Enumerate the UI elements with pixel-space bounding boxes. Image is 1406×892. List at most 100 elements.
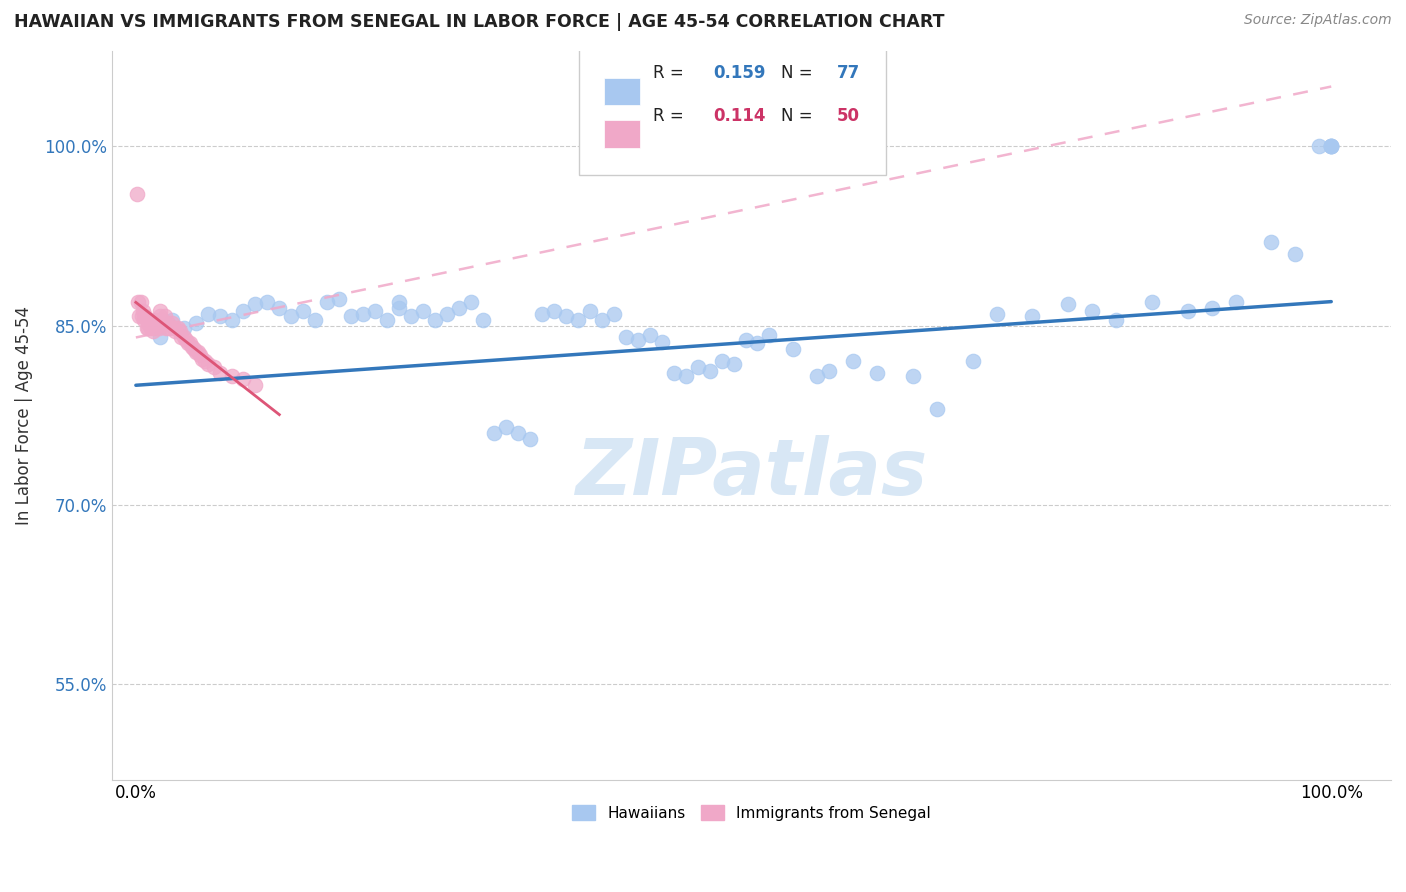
Point xyxy=(710,354,733,368)
Point xyxy=(818,364,841,378)
Point xyxy=(734,333,756,347)
Point xyxy=(412,304,434,318)
Point xyxy=(364,304,387,318)
Text: ZIPatlas: ZIPatlas xyxy=(575,435,928,511)
Point xyxy=(1021,309,1043,323)
Point xyxy=(146,318,169,333)
Point xyxy=(758,328,780,343)
Point xyxy=(375,312,398,326)
Point xyxy=(1320,139,1343,153)
Point xyxy=(316,294,339,309)
Text: R =: R = xyxy=(652,106,689,125)
Point xyxy=(447,301,470,315)
Point xyxy=(148,321,170,335)
Point xyxy=(986,307,1008,321)
Text: N =: N = xyxy=(780,106,818,125)
Point xyxy=(614,330,637,344)
Point xyxy=(256,294,278,309)
Text: R =: R = xyxy=(652,64,689,82)
Point xyxy=(221,368,243,383)
Point xyxy=(157,316,180,330)
Y-axis label: In Labor Force | Age 45-54: In Labor Force | Age 45-54 xyxy=(15,306,32,524)
Point xyxy=(183,343,205,357)
Point xyxy=(149,309,172,323)
Text: N =: N = xyxy=(780,64,818,82)
Point xyxy=(399,309,422,323)
Point xyxy=(1140,294,1163,309)
Point xyxy=(160,316,183,330)
Text: HAWAIIAN VS IMMIGRANTS FROM SENEGAL IN LABOR FORCE | AGE 45-54 CORRELATION CHART: HAWAIIAN VS IMMIGRANTS FROM SENEGAL IN L… xyxy=(14,13,945,31)
Point xyxy=(901,368,924,383)
Point xyxy=(842,354,865,368)
Text: 0.159: 0.159 xyxy=(713,64,766,82)
Point xyxy=(150,312,173,326)
Point xyxy=(149,330,172,344)
FancyBboxPatch shape xyxy=(579,47,886,175)
Point xyxy=(190,348,212,362)
Point xyxy=(508,426,530,441)
Point xyxy=(304,312,326,326)
Point xyxy=(187,344,209,359)
FancyBboxPatch shape xyxy=(605,120,640,148)
FancyBboxPatch shape xyxy=(605,78,640,105)
Point xyxy=(143,321,166,335)
Point xyxy=(184,344,207,359)
Point xyxy=(142,316,165,330)
Point xyxy=(1057,297,1080,311)
Point xyxy=(1201,301,1223,315)
Point xyxy=(567,312,589,326)
Point xyxy=(388,294,411,309)
Point xyxy=(651,335,673,350)
Point xyxy=(136,321,159,335)
Point xyxy=(141,321,163,335)
Point xyxy=(352,307,374,321)
Point xyxy=(495,420,517,434)
Point xyxy=(134,312,156,326)
Point xyxy=(866,367,889,381)
Point xyxy=(232,304,254,318)
Point xyxy=(128,309,150,323)
Point xyxy=(129,294,152,309)
Point xyxy=(555,309,578,323)
Point xyxy=(170,330,193,344)
Point xyxy=(638,328,661,343)
Point xyxy=(543,304,565,318)
Point xyxy=(1260,235,1282,249)
Point xyxy=(1105,312,1128,326)
Point xyxy=(127,294,149,309)
Point xyxy=(136,316,159,330)
Point xyxy=(699,364,721,378)
Point xyxy=(197,357,219,371)
Point xyxy=(388,301,411,315)
Point xyxy=(460,294,482,309)
Text: 50: 50 xyxy=(837,106,860,125)
Point xyxy=(962,354,984,368)
Point xyxy=(747,336,769,351)
Point xyxy=(1177,304,1199,318)
Text: 0.114: 0.114 xyxy=(713,106,766,125)
Point xyxy=(531,307,554,321)
Point xyxy=(173,321,195,335)
Point xyxy=(925,402,948,417)
Point xyxy=(208,367,231,381)
Point xyxy=(1081,304,1104,318)
Point xyxy=(1320,139,1343,153)
Point xyxy=(149,304,172,318)
Point xyxy=(165,325,187,339)
Point xyxy=(245,378,267,392)
Point xyxy=(197,307,219,321)
Point xyxy=(138,312,160,326)
Point xyxy=(782,343,804,357)
Point xyxy=(1308,139,1330,153)
Point xyxy=(202,360,225,375)
Point xyxy=(160,312,183,326)
Point xyxy=(519,432,541,446)
Point xyxy=(169,325,191,339)
Point xyxy=(134,309,156,323)
Point xyxy=(173,330,195,344)
Point xyxy=(194,354,217,368)
Point xyxy=(221,312,243,326)
Legend: Hawaiians, Immigrants from Senegal: Hawaiians, Immigrants from Senegal xyxy=(567,798,936,827)
Point xyxy=(132,304,155,318)
Point xyxy=(1284,247,1306,261)
